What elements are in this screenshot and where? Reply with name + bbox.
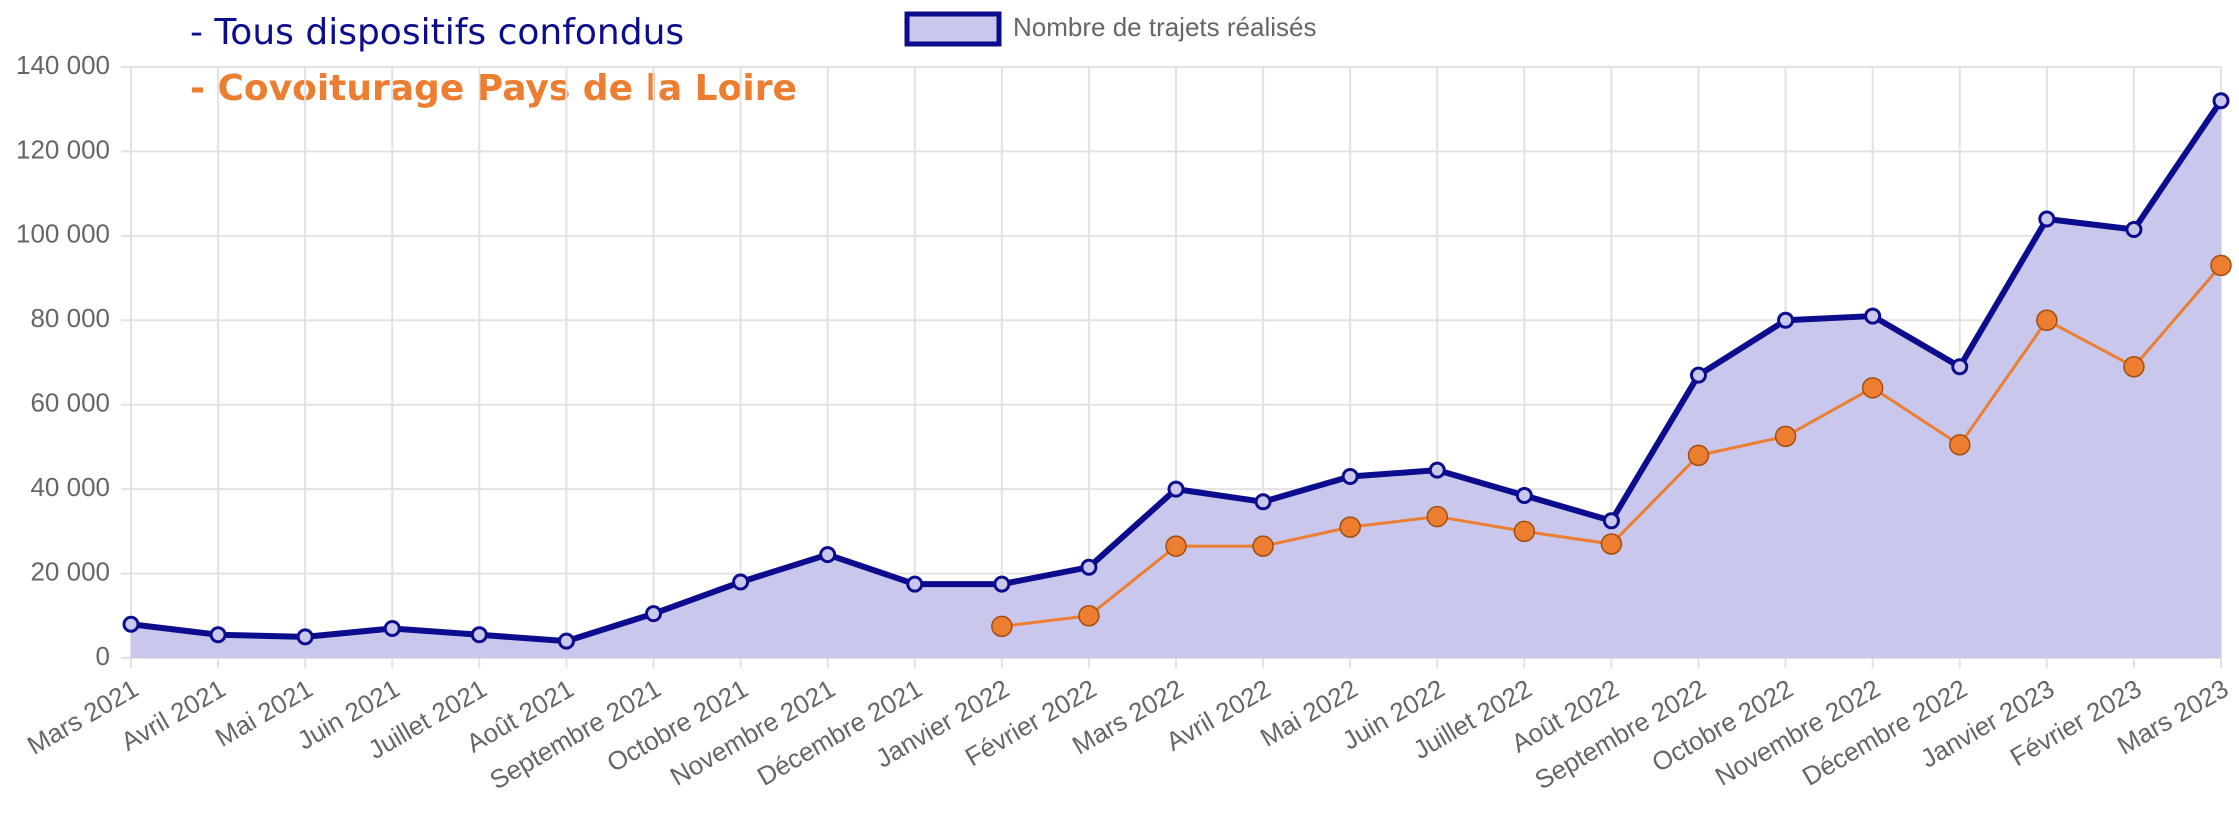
point bbox=[906, 575, 924, 593]
point bbox=[1774, 425, 1797, 448]
point bbox=[1951, 358, 1969, 376]
y-tick-label: 80 000 bbox=[30, 303, 110, 333]
point bbox=[2123, 355, 2145, 378]
point bbox=[1777, 311, 1795, 329]
point bbox=[1600, 533, 1623, 555]
y-tick-label: 0 bbox=[96, 641, 110, 671]
y-tick-label: 60 000 bbox=[30, 388, 110, 418]
point bbox=[1339, 516, 1361, 538]
point bbox=[1949, 434, 1971, 456]
point bbox=[1167, 480, 1185, 498]
point bbox=[1341, 467, 1359, 485]
point bbox=[2210, 254, 2232, 277]
legend-swatch bbox=[904, 11, 1002, 47]
point bbox=[2125, 221, 2143, 239]
y-tick-label: 140 000 bbox=[16, 50, 110, 80]
annotation: - Covoiturage Pays de la Loire bbox=[190, 68, 797, 109]
point bbox=[1690, 366, 1707, 384]
y-tick-label: 20 000 bbox=[30, 556, 110, 586]
point bbox=[2038, 210, 2056, 228]
point bbox=[1515, 486, 1533, 504]
point bbox=[1513, 520, 1536, 543]
point bbox=[1254, 493, 1272, 511]
point bbox=[1165, 535, 1187, 557]
point bbox=[1861, 377, 1884, 399]
point bbox=[1426, 505, 1448, 528]
point bbox=[1864, 307, 1882, 325]
annotation: - Tous dispositifs confondus bbox=[190, 12, 684, 53]
point bbox=[732, 573, 750, 591]
point bbox=[991, 615, 1013, 638]
point bbox=[1602, 512, 1620, 530]
point bbox=[1428, 461, 1446, 479]
point bbox=[819, 546, 837, 564]
area bbox=[131, 100, 2221, 659]
point bbox=[209, 626, 227, 644]
point bbox=[1687, 444, 1710, 467]
point bbox=[1080, 558, 1098, 576]
point bbox=[557, 632, 575, 650]
y-tick-label: 40 000 bbox=[30, 472, 110, 502]
point bbox=[2212, 92, 2230, 110]
point bbox=[1078, 605, 1100, 627]
legend-label: Nombre de trajets réalisés bbox=[1013, 12, 1316, 42]
point bbox=[993, 575, 1011, 593]
point bbox=[122, 615, 140, 633]
point bbox=[2036, 309, 2058, 332]
y-tick-label: 100 000 bbox=[16, 219, 110, 249]
point bbox=[296, 628, 314, 646]
point bbox=[645, 605, 662, 623]
point bbox=[470, 626, 488, 644]
y-tick-label: 120 000 bbox=[16, 134, 110, 164]
point bbox=[1252, 535, 1274, 557]
point bbox=[383, 619, 401, 637]
